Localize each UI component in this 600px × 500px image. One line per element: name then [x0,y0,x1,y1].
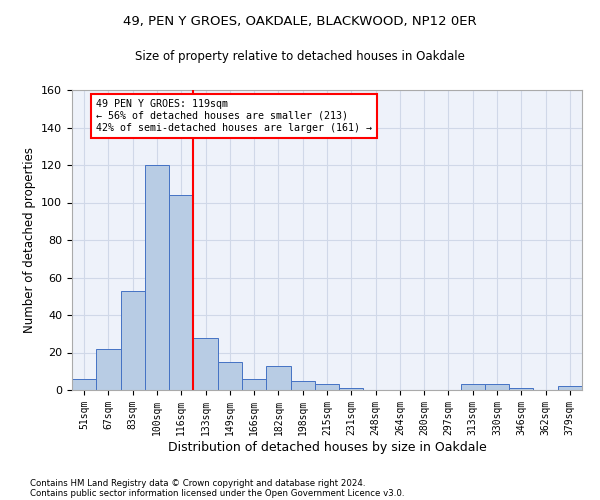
Bar [266,366,290,390]
Bar [193,338,218,390]
Bar [242,379,266,390]
Bar [169,195,193,390]
Bar [461,384,485,390]
Bar [96,349,121,390]
X-axis label: Distribution of detached houses by size in Oakdale: Distribution of detached houses by size … [167,440,487,454]
Y-axis label: Number of detached properties: Number of detached properties [23,147,35,333]
Bar [290,380,315,390]
Text: 49 PEN Y GROES: 119sqm
← 56% of detached houses are smaller (213)
42% of semi-de: 49 PEN Y GROES: 119sqm ← 56% of detached… [96,100,372,132]
Bar [121,290,145,390]
Bar [72,379,96,390]
Bar [485,384,509,390]
Text: Contains HM Land Registry data © Crown copyright and database right 2024.: Contains HM Land Registry data © Crown c… [30,478,365,488]
Bar [315,384,339,390]
Bar [145,165,169,390]
Bar [509,388,533,390]
Bar [339,388,364,390]
Bar [558,386,582,390]
Text: Size of property relative to detached houses in Oakdale: Size of property relative to detached ho… [135,50,465,63]
Text: 49, PEN Y GROES, OAKDALE, BLACKWOOD, NP12 0ER: 49, PEN Y GROES, OAKDALE, BLACKWOOD, NP1… [123,15,477,28]
Text: Contains public sector information licensed under the Open Government Licence v3: Contains public sector information licen… [30,488,404,498]
Bar [218,362,242,390]
